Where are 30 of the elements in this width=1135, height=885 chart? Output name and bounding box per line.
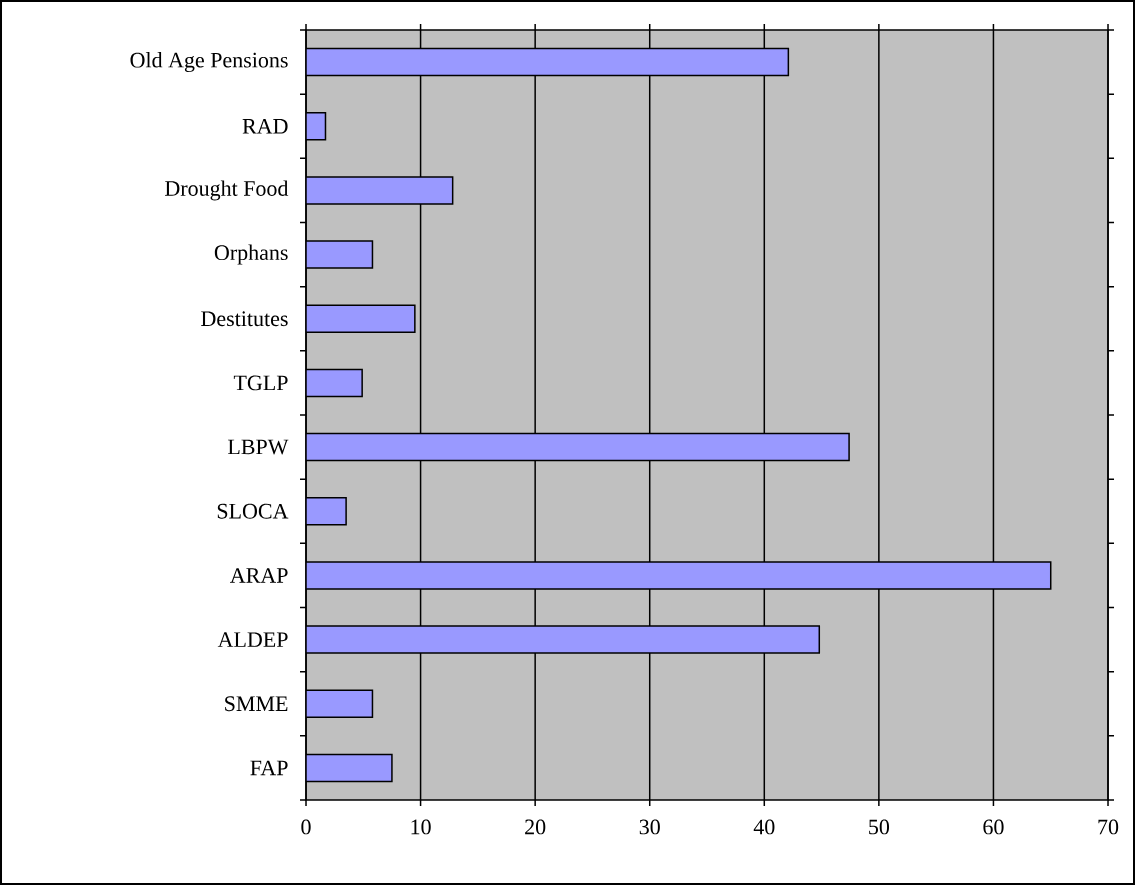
bar [306, 625, 821, 654]
x-tick-label: 30 [639, 819, 660, 835]
y-tick-label: ALDEP [217, 632, 288, 647]
y-tick-label: Destitutes [201, 311, 288, 327]
x-tick-label: 20 [525, 819, 546, 835]
y-tick-label: FAP [250, 760, 288, 776]
y-tick-label: Drought Food [165, 180, 289, 201]
bar [306, 432, 850, 462]
y-tick-label: TGLP [233, 375, 288, 391]
x-tick-label: 50 [869, 819, 890, 835]
bar [306, 689, 374, 718]
x-tick-label: 10 [411, 819, 431, 835]
bar [306, 753, 393, 783]
y-tick-label: LBPW [228, 439, 289, 455]
y-tick-label: Old Age Pensions [130, 52, 288, 73]
bar [306, 561, 1052, 590]
y-tick-label: RAD [242, 118, 288, 134]
x-tick-label: 40 [753, 819, 775, 835]
y-tick-label: SMME [225, 696, 288, 712]
bar [306, 240, 374, 269]
bar [306, 47, 790, 77]
x-tick-label: 0 [301, 819, 311, 835]
bar [306, 304, 416, 333]
bar [306, 368, 363, 398]
y-tick-label: ARAP [230, 568, 288, 583]
y-tick-label: SLOCA [217, 503, 289, 519]
x-tick-label: 60 [983, 819, 1004, 835]
x-tick-label: 70 [1098, 819, 1119, 835]
y-tick-label: Orphans [214, 244, 288, 265]
bar [306, 176, 454, 205]
